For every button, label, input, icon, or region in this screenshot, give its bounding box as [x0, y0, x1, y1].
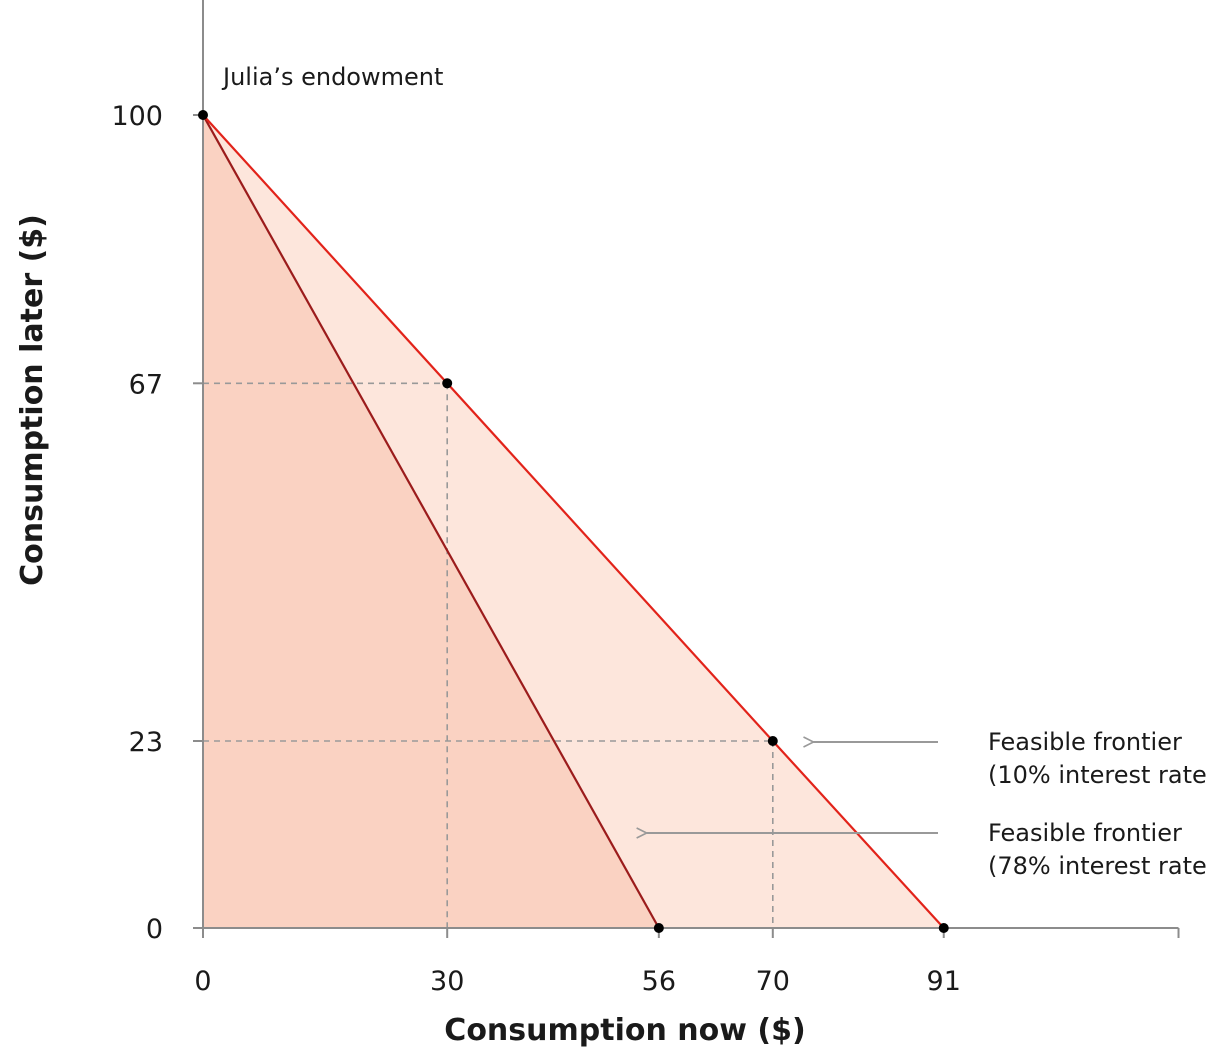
guide-lines [203, 382, 774, 928]
data-point-56-0 [653, 923, 664, 933]
data-point-70-23 [767, 736, 778, 747]
x-tick-label-56: 56 [642, 966, 676, 997]
data-point-30-67 [442, 378, 453, 389]
frontier-lines [202, 114, 945, 929]
y-tick-label-0: 0 [146, 914, 163, 945]
y-tick-label-100: 100 [111, 101, 163, 132]
frontier-line-78pct [202, 114, 660, 929]
data-points [198, 110, 949, 933]
x-axis-title: Consumption now ($) [444, 1013, 805, 1048]
x-tick-label-70: 70 [756, 966, 790, 997]
x-tick-label-30: 30 [430, 966, 464, 997]
labels: Julia’s endowment Feasible frontier (10% i… [221, 63, 1207, 880]
y-axis-title: Consumption later ($) [15, 214, 50, 586]
series-label-0-line-1: (10% interest rate) [988, 761, 1207, 789]
y-tick-label-23: 23 [129, 727, 163, 758]
y-tick-label-67: 67 [129, 369, 163, 400]
axes: 0 30 56 70 91 0 23 67 100 Consumption now ($) Cons… [15, 0, 1180, 1048]
data-point-91-0 [938, 923, 949, 933]
x-tick-label-91: 91 [927, 966, 961, 997]
data-point-0-100 [198, 110, 208, 120]
series-label-0-line-0: Feasible frontier [988, 728, 1182, 756]
frontier-line-10pct [202, 114, 945, 929]
series-label-1-line-0: Feasible frontier [988, 819, 1182, 847]
annotation-endowment: Julia’s endowment [221, 63, 443, 91]
x-tick-label-0: 0 [194, 966, 211, 997]
series-label-1-line-1: (78% interest rate) [988, 852, 1207, 880]
